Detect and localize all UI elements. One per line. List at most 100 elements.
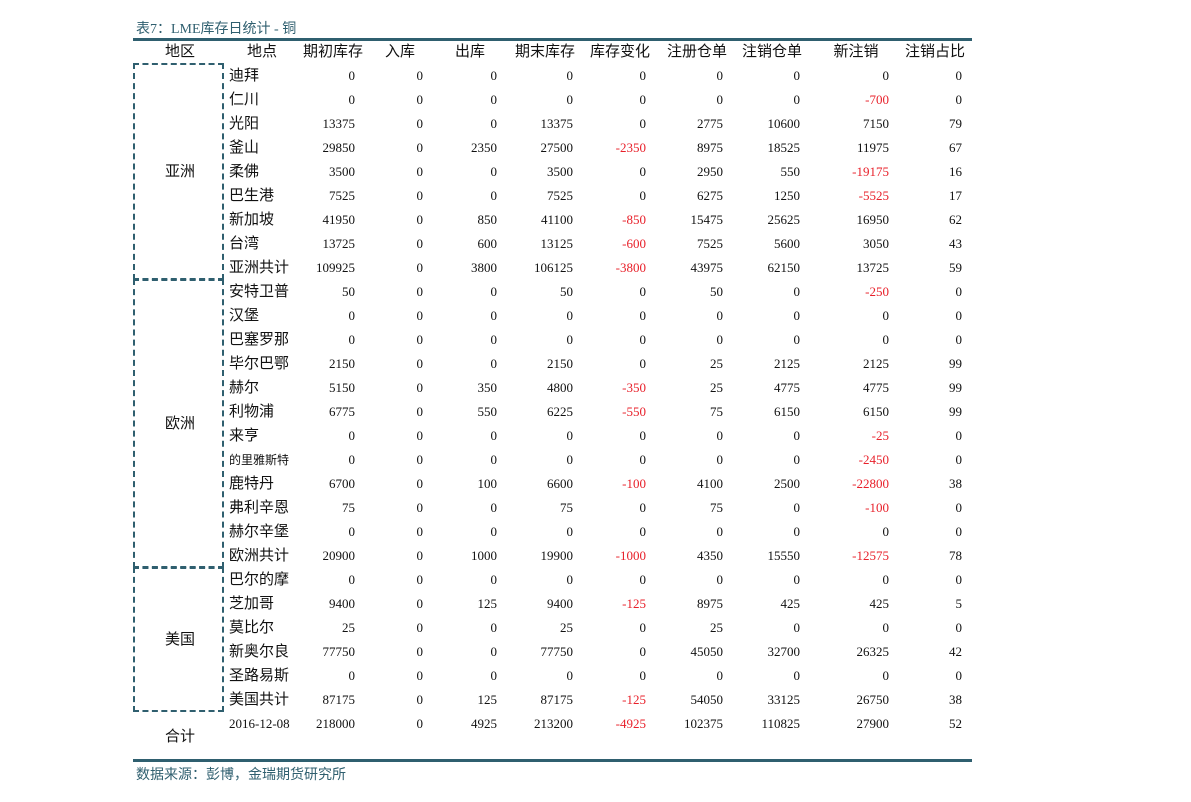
number-cell: 27500 bbox=[540, 140, 574, 155]
number-cell: 7525 bbox=[329, 188, 355, 203]
number-cell: -550 bbox=[622, 404, 646, 419]
number-cell: 4800 bbox=[547, 380, 573, 395]
number-cell: 0 bbox=[955, 332, 963, 347]
number-cell: 0 bbox=[955, 308, 963, 323]
number-cell: 0 bbox=[639, 284, 647, 299]
number-cell: 125 bbox=[477, 692, 498, 707]
number-cell: 0 bbox=[490, 284, 498, 299]
number-cell: 350 bbox=[477, 380, 498, 395]
location-cell: 鹿特丹 bbox=[229, 476, 275, 492]
number-cell: 0 bbox=[955, 524, 963, 539]
number-cell: 43975 bbox=[690, 260, 724, 275]
number-cell: 6225 bbox=[547, 404, 573, 419]
number-cell: 6600 bbox=[547, 476, 573, 491]
number-cell: 52 bbox=[949, 716, 962, 731]
number-cell: 5600 bbox=[774, 236, 800, 251]
number-cell: 4925 bbox=[471, 716, 497, 731]
number-cell: 425 bbox=[780, 596, 801, 611]
number-cell: 6275 bbox=[697, 188, 723, 203]
number-cell: 0 bbox=[416, 308, 424, 323]
number-cell: 0 bbox=[490, 668, 498, 683]
number-cell: 7525 bbox=[697, 236, 723, 251]
number-cell: 4100 bbox=[697, 476, 723, 491]
number-cell: 0 bbox=[566, 524, 574, 539]
number-cell: 0 bbox=[716, 572, 724, 587]
number-cell: 0 bbox=[639, 68, 647, 83]
number-cell: 0 bbox=[716, 452, 724, 467]
number-cell: 0 bbox=[566, 68, 574, 83]
location-cell: 美国共计 bbox=[229, 692, 290, 708]
number-cell: -25 bbox=[871, 428, 889, 443]
region-label: 欧洲 bbox=[164, 416, 195, 432]
location-cell: 欧洲共计 bbox=[229, 548, 290, 564]
number-cell: 0 bbox=[348, 68, 356, 83]
number-cell: 0 bbox=[639, 644, 647, 659]
number-cell: 0 bbox=[955, 572, 963, 587]
number-cell: 0 bbox=[566, 428, 574, 443]
number-cell: 0 bbox=[490, 572, 498, 587]
column-header: 出库 bbox=[454, 44, 485, 60]
location-cell: 莫比尔 bbox=[229, 620, 275, 636]
number-cell: 0 bbox=[416, 548, 424, 563]
number-cell: 18525 bbox=[767, 140, 801, 155]
column-header: 注册仓单 bbox=[666, 44, 727, 60]
location-cell: 赫尔 bbox=[229, 380, 260, 396]
number-cell: 109925 bbox=[316, 260, 355, 275]
number-cell: 13125 bbox=[540, 236, 574, 251]
number-cell: 33125 bbox=[767, 692, 801, 707]
number-cell: 6775 bbox=[329, 404, 355, 419]
number-cell: 2350 bbox=[471, 140, 497, 155]
number-cell: 26325 bbox=[856, 644, 890, 659]
number-cell: 0 bbox=[416, 596, 424, 611]
number-cell: 425 bbox=[869, 596, 890, 611]
number-cell: 16 bbox=[949, 164, 962, 179]
number-cell: 106125 bbox=[534, 260, 573, 275]
number-cell: 600 bbox=[477, 236, 498, 251]
number-cell: 0 bbox=[639, 188, 647, 203]
number-cell: 1250 bbox=[774, 188, 800, 203]
number-cell: 100 bbox=[477, 476, 498, 491]
number-cell: 9400 bbox=[329, 596, 355, 611]
number-cell: 0 bbox=[416, 500, 424, 515]
column-header: 地区 bbox=[164, 44, 195, 60]
number-cell: 0 bbox=[490, 620, 498, 635]
number-cell: 13375 bbox=[322, 116, 356, 131]
number-cell: 0 bbox=[348, 572, 356, 587]
location-cell: 新奥尔良 bbox=[229, 644, 290, 660]
number-cell: 0 bbox=[566, 572, 574, 587]
number-cell: 99 bbox=[949, 356, 962, 371]
number-cell: 0 bbox=[416, 620, 424, 635]
number-cell: 0 bbox=[348, 428, 356, 443]
number-cell: 0 bbox=[639, 524, 647, 539]
number-cell: 0 bbox=[566, 308, 574, 323]
number-cell: 6150 bbox=[863, 404, 889, 419]
number-cell: 0 bbox=[490, 356, 498, 371]
number-cell: 17 bbox=[949, 188, 962, 203]
number-cell: 77750 bbox=[540, 644, 574, 659]
number-cell: 8975 bbox=[697, 140, 723, 155]
number-cell: 0 bbox=[882, 68, 890, 83]
location-cell: 赫尔辛堡 bbox=[229, 524, 290, 540]
number-cell: 0 bbox=[716, 668, 724, 683]
number-cell: 218000 bbox=[316, 716, 355, 731]
number-cell: 0 bbox=[639, 116, 647, 131]
number-cell: 0 bbox=[882, 308, 890, 323]
location-cell: 亚洲共计 bbox=[229, 260, 290, 276]
number-cell: 2125 bbox=[774, 356, 800, 371]
number-cell: 0 bbox=[882, 572, 890, 587]
number-cell: 0 bbox=[882, 524, 890, 539]
number-cell: 0 bbox=[490, 500, 498, 515]
number-cell: 3500 bbox=[329, 164, 355, 179]
number-cell: 0 bbox=[955, 500, 963, 515]
number-cell: 3500 bbox=[547, 164, 573, 179]
number-cell: 62150 bbox=[767, 260, 801, 275]
number-cell: 4775 bbox=[863, 380, 889, 395]
number-cell: 75 bbox=[342, 500, 355, 515]
number-cell: 15475 bbox=[690, 212, 724, 227]
number-cell: 42 bbox=[949, 644, 962, 659]
number-cell: 0 bbox=[793, 428, 801, 443]
number-cell: 0 bbox=[348, 308, 356, 323]
location-cell: 毕尔巴鄂 bbox=[229, 356, 290, 372]
number-cell: 0 bbox=[490, 68, 498, 83]
number-cell: 2950 bbox=[697, 164, 723, 179]
